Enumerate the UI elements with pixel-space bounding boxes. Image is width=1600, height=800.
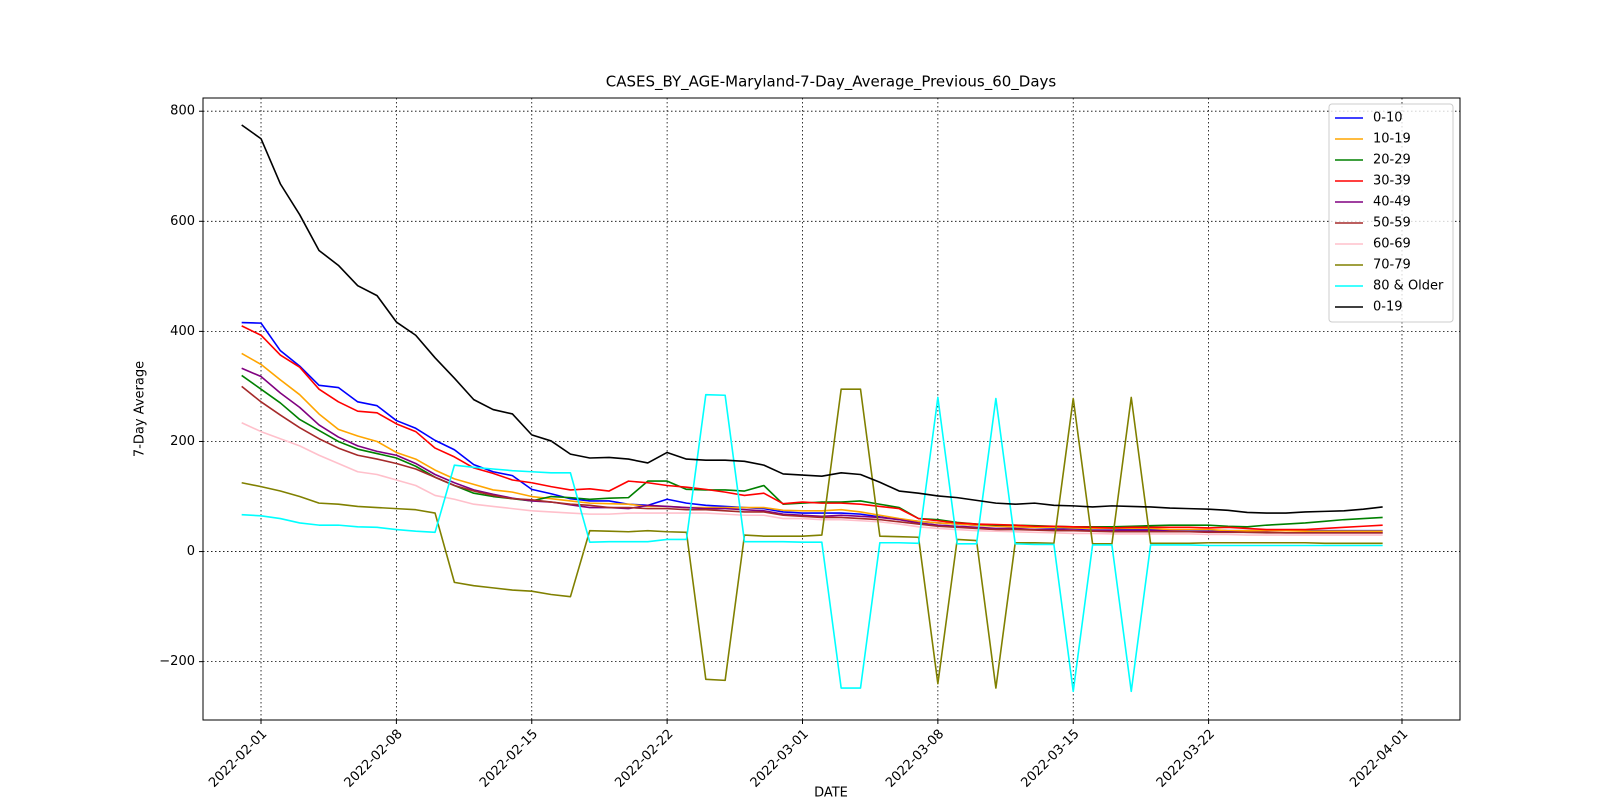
legend-label: 40-49	[1373, 195, 1411, 210]
legend: 0-10 10-19 20-29 30-39 40-49 50-59 60-69 70-79 8…	[1328, 103, 1454, 323]
y-tick-label: −200	[159, 654, 195, 669]
plot-frame	[202, 97, 1461, 721]
series-line	[241, 352, 1383, 532]
legend-label: 80 & Older	[1373, 279, 1444, 294]
y-tick-label: 0	[187, 544, 195, 559]
legend-label: 20-29	[1373, 153, 1411, 168]
legend-label: 10-19	[1373, 132, 1411, 147]
y-tick-label: 800	[170, 104, 195, 119]
series-line	[241, 385, 1383, 534]
series-line	[241, 393, 1383, 693]
legend-label: 0-10	[1373, 111, 1403, 126]
legend-label: 50-59	[1373, 216, 1411, 231]
legend-label: 30-39	[1373, 174, 1411, 189]
x-axis-label: DATE	[814, 786, 848, 800]
y-tick-label: 600	[170, 214, 195, 229]
series-line	[241, 124, 1383, 514]
series-line	[241, 422, 1383, 536]
series-line	[241, 325, 1383, 531]
legend-label: 0-19	[1373, 300, 1403, 315]
legend-box	[1328, 103, 1454, 323]
y-tick-label: 200	[170, 434, 195, 449]
legend-label: 70-79	[1373, 258, 1411, 273]
series-line	[241, 388, 1383, 689]
y-tick-label: 400	[170, 324, 195, 339]
legend-label: 60-69	[1373, 237, 1411, 252]
chart-title: CASES_BY_AGE-Maryland-7-Day_Average_Prev…	[606, 73, 1057, 92]
y-axis-label: 7-Day Average	[133, 361, 148, 457]
